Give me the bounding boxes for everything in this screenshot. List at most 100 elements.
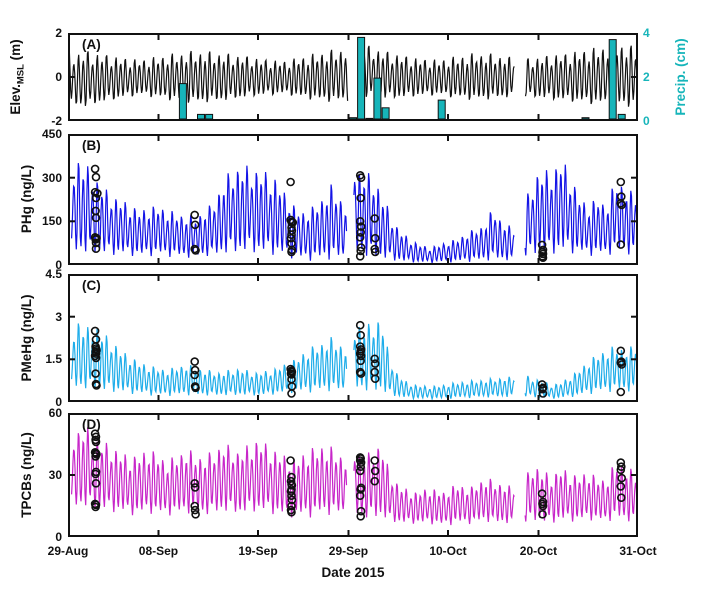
precip-bar — [437, 99, 446, 120]
sample-marker — [286, 233, 296, 243]
phg-concentration-line — [71, 163, 638, 264]
x-tick-label: 10-Oct — [429, 544, 467, 558]
precip-tick-label: 0 — [643, 114, 650, 128]
sample-marker — [90, 326, 100, 336]
precip-bar — [197, 113, 205, 120]
precip-bar — [205, 113, 214, 120]
y-tick-label: 2 — [55, 26, 62, 40]
panel-a-label: (A) — [82, 37, 101, 52]
sample-marker — [91, 238, 101, 248]
sample-marker — [190, 501, 199, 511]
sample-marker — [286, 487, 296, 496]
precip-bar — [178, 83, 187, 120]
sample-marker — [91, 353, 101, 363]
sample-marker — [538, 510, 547, 519]
sample-marker — [91, 213, 101, 223]
panel-d-canvas — [68, 413, 638, 537]
y-tick-label: 300 — [41, 170, 62, 185]
sample-marker — [616, 465, 626, 475]
sample-marker — [370, 359, 380, 368]
sample-marker — [617, 473, 627, 483]
precip-tick-label: 2 — [643, 70, 650, 84]
panel-frame — [68, 134, 638, 265]
y-tick-label: 0 — [55, 258, 62, 272]
x-tick-label: 20-Oct — [519, 544, 558, 558]
sample-marker — [190, 365, 200, 375]
sample-marker — [356, 246, 366, 256]
sample-marker — [92, 381, 101, 390]
sample-marker — [91, 432, 101, 442]
panel-c-canvas — [68, 274, 638, 402]
sample-marker — [356, 330, 366, 340]
y-tick-label: 0 — [55, 395, 62, 409]
y-tick-label: 0 — [55, 70, 62, 84]
sample-marker — [93, 189, 102, 198]
sample-marker — [287, 247, 296, 257]
x-tick-label: 19-Sep — [238, 544, 278, 558]
sample-marker — [370, 476, 380, 486]
sample-marker — [190, 483, 200, 492]
sample-marker — [191, 383, 200, 393]
sample-marker — [617, 200, 627, 210]
tpcbs-concentration-line — [71, 427, 638, 526]
sample-marker — [190, 220, 200, 230]
sample-marker — [287, 230, 296, 239]
precip-bar — [373, 77, 382, 120]
precip-bar — [581, 117, 590, 120]
sample-marker — [91, 479, 101, 488]
sample-marker — [91, 469, 100, 479]
pmehg-concentration-line — [71, 322, 638, 402]
panel-a-plot-area — [68, 33, 638, 121]
sample-marker — [91, 452, 100, 461]
sample-marker — [91, 437, 101, 447]
sample-marker — [355, 320, 365, 330]
sample-marker — [370, 214, 380, 223]
precip-bar — [357, 36, 366, 120]
panel-d-label: (D) — [82, 417, 101, 432]
precip-bar — [617, 113, 626, 120]
x-tick-label: 29-Sep — [328, 544, 369, 558]
sample-marker — [616, 482, 626, 491]
sample-marker — [355, 466, 365, 476]
sample-marker — [190, 370, 199, 380]
y-tick-label: 0 — [55, 530, 62, 544]
panel-d-plot-area — [68, 413, 638, 537]
sample-marker — [616, 240, 626, 249]
sample-marker — [287, 491, 296, 500]
sample-marker — [355, 233, 365, 242]
sample-marker — [356, 228, 366, 237]
sample-marker — [91, 502, 100, 512]
sample-marker — [91, 244, 101, 253]
sample-marker — [370, 354, 380, 364]
sample-marker — [287, 370, 296, 379]
sample-marker — [356, 222, 366, 231]
sample-marker — [356, 512, 366, 521]
sample-marker — [288, 218, 298, 227]
tick-marks — [68, 413, 638, 537]
precip-bar — [349, 117, 357, 120]
sample-marker — [190, 479, 199, 488]
sample-marker — [538, 389, 548, 398]
sample-marker — [537, 489, 547, 498]
sample-marker — [191, 246, 200, 255]
panel-frame — [68, 413, 638, 537]
sample-marker — [286, 456, 295, 465]
panel-c-label: (C) — [82, 278, 101, 293]
x-tick-label: 08-Sep — [138, 544, 179, 558]
sample-marker — [370, 247, 380, 257]
sample-marker — [91, 369, 100, 378]
y-tick-label: 60 — [48, 406, 62, 420]
panel-a-canvas — [68, 33, 638, 121]
sample-marker — [356, 193, 366, 203]
x-axis-label: Date 2015 — [321, 565, 385, 580]
sample-marker — [370, 456, 380, 465]
tick-marks — [68, 274, 638, 402]
precipitation-bars — [178, 36, 626, 120]
sample-marker — [356, 462, 366, 472]
x-tick-label: 29-Aug — [47, 544, 89, 558]
sample-marker — [356, 243, 366, 252]
sample-marker — [538, 501, 548, 511]
sample-marker — [538, 253, 548, 262]
sample-marker — [287, 501, 296, 511]
sample-marker — [190, 505, 200, 515]
